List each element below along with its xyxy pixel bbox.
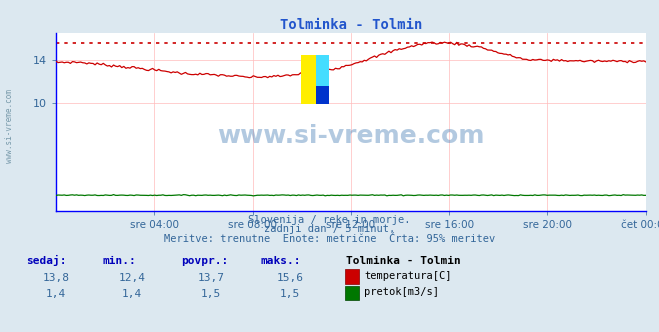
Text: zadnji dan / 5 minut.: zadnji dan / 5 minut. [264,224,395,234]
Bar [316,86,328,104]
Text: Slovenija / reke in morje.: Slovenija / reke in morje. [248,215,411,225]
Text: 13,8: 13,8 [43,273,69,283]
Title: Tolminka - Tolmin: Tolminka - Tolmin [279,18,422,32]
Text: 15,6: 15,6 [277,273,303,283]
Text: min.:: min.: [102,256,136,266]
Text: Meritve: trenutne  Enote: metrične  Črta: 95% meritev: Meritve: trenutne Enote: metrične Črta: … [164,234,495,244]
Bar [316,54,328,87]
Text: 13,7: 13,7 [198,273,224,283]
Text: 12,4: 12,4 [119,273,145,283]
Bar [301,54,316,104]
Text: 1,4: 1,4 [46,289,66,299]
Text: 1,5: 1,5 [280,289,300,299]
Text: www.si-vreme.com: www.si-vreme.com [217,124,484,148]
Text: pretok[m3/s]: pretok[m3/s] [364,288,440,297]
Text: sedaj:: sedaj: [26,255,67,266]
Text: maks.:: maks.: [260,256,301,266]
Text: povpr.:: povpr.: [181,256,229,266]
Text: Tolminka - Tolmin: Tolminka - Tolmin [346,256,461,266]
Text: temperatura[C]: temperatura[C] [364,271,452,281]
Text: 1,5: 1,5 [201,289,221,299]
Text: 1,4: 1,4 [122,289,142,299]
Text: www.si-vreme.com: www.si-vreme.com [5,89,14,163]
